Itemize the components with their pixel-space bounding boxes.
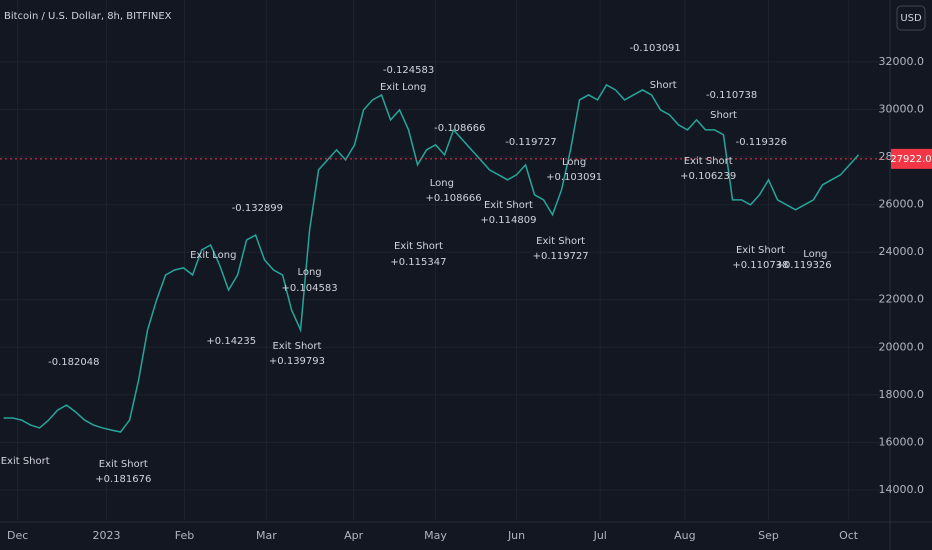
annotation: +0.119326 <box>776 260 832 271</box>
annotation: Exit Short <box>484 200 533 211</box>
annotation: +0.108666 <box>426 193 482 204</box>
x-tick-label: Jul <box>593 529 607 542</box>
annotation: Exit Short <box>536 236 585 247</box>
y-tick-label: 30000.0 <box>879 102 925 115</box>
annotation: Exit Short <box>1 456 50 467</box>
annotation: +0.119727 <box>533 251 589 262</box>
annotation: +0.115347 <box>390 257 446 268</box>
annotation: Exit Short <box>99 459 148 470</box>
x-tick-label: Dec <box>7 529 28 542</box>
last-price-label: 27922.0 <box>890 154 931 165</box>
annotation: -0.132899 <box>232 203 283 214</box>
annotation: Long <box>803 249 827 260</box>
y-tick-label: 22000.0 <box>879 293 925 306</box>
annotation: +0.114809 <box>480 215 536 226</box>
currency-button[interactable] <box>896 5 926 31</box>
annotation: Short <box>650 80 677 91</box>
annotation: -0.124583 <box>383 65 434 76</box>
x-tick-label: Oct <box>839 529 859 542</box>
x-tick-label: Mar <box>256 529 277 542</box>
annotation: Exit Short <box>684 156 733 167</box>
annotation: -0.110738 <box>706 90 757 101</box>
annotation: Exit Short <box>272 341 321 352</box>
annotation: +0.14235 <box>206 336 256 347</box>
y-tick-label: 20000.0 <box>879 340 925 353</box>
y-tick-label: 18000.0 <box>879 388 925 401</box>
x-tick-label: May <box>424 529 447 542</box>
annotation: Long <box>297 267 321 278</box>
last-price-tag <box>891 148 932 169</box>
annotation: Exit Short <box>394 241 443 252</box>
annotation: Long <box>562 157 586 168</box>
annotation: +0.181676 <box>95 474 151 485</box>
x-tick-label: Apr <box>344 529 364 542</box>
currency-label: USD <box>900 13 922 24</box>
annotation: -0.119727 <box>505 137 556 148</box>
annotation: -0.119326 <box>736 137 787 148</box>
annotation: +0.139793 <box>269 356 325 367</box>
annotation: -0.103091 <box>629 43 680 54</box>
y-tick-label: 26000.0 <box>879 198 925 211</box>
annotation: -0.182048 <box>48 357 99 368</box>
y-tick-label: 24000.0 <box>879 245 925 258</box>
y-tick-label: 14000.0 <box>879 483 925 496</box>
annotation: Short <box>710 110 737 121</box>
x-tick-label: 2023 <box>93 529 121 542</box>
annotation: +0.104583 <box>282 283 338 294</box>
y-tick-label: 16000.0 <box>879 435 925 448</box>
x-tick-label: Jun <box>507 529 525 542</box>
annotation: +0.110738 <box>732 260 788 271</box>
chart-title: Bitcoin / U.S. Dollar, 8h, BITFINEX <box>4 11 172 22</box>
annotation: Long <box>430 178 454 189</box>
annotation: Exit Short <box>736 245 785 256</box>
x-tick-label: Feb <box>175 529 194 542</box>
annotation: +0.103091 <box>546 172 602 183</box>
annotation: Exit Long <box>190 250 236 261</box>
annotation: -0.108666 <box>434 123 485 134</box>
annotation: +0.106239 <box>680 171 736 182</box>
x-tick-label: Aug <box>674 529 695 542</box>
price-line <box>3 83 860 433</box>
annotation: Exit Long <box>380 82 426 93</box>
y-tick-label: 32000.0 <box>879 55 925 68</box>
x-tick-label: Sep <box>758 529 779 542</box>
